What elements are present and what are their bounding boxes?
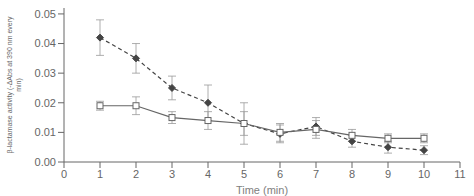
svg-text:0.00: 0.00 [35, 156, 56, 168]
svg-text:11: 11 [454, 168, 465, 180]
svg-text:0: 0 [61, 168, 67, 180]
svg-text:β-lactamase activity (-ΔAbs at: β-lactamase activity (-ΔAbs at 390 nm ev… [6, 16, 23, 154]
svg-text:0.03: 0.03 [35, 67, 56, 79]
svg-text:0.04: 0.04 [35, 37, 56, 49]
svg-text:0.05: 0.05 [35, 8, 56, 20]
svg-text:5: 5 [241, 168, 247, 180]
svg-text:3: 3 [169, 168, 175, 180]
svg-text:Time (min): Time (min) [236, 184, 288, 196]
svg-text:0.01: 0.01 [35, 126, 56, 138]
svg-text:10: 10 [418, 168, 430, 180]
svg-text:0.02: 0.02 [35, 97, 56, 109]
svg-text:1: 1 [97, 168, 103, 180]
svg-text:2: 2 [133, 168, 139, 180]
svg-text:4: 4 [205, 168, 211, 180]
svg-text:6: 6 [277, 168, 283, 180]
svg-text:7: 7 [313, 168, 319, 180]
svg-text:8: 8 [349, 168, 355, 180]
svg-text:9: 9 [385, 168, 391, 180]
